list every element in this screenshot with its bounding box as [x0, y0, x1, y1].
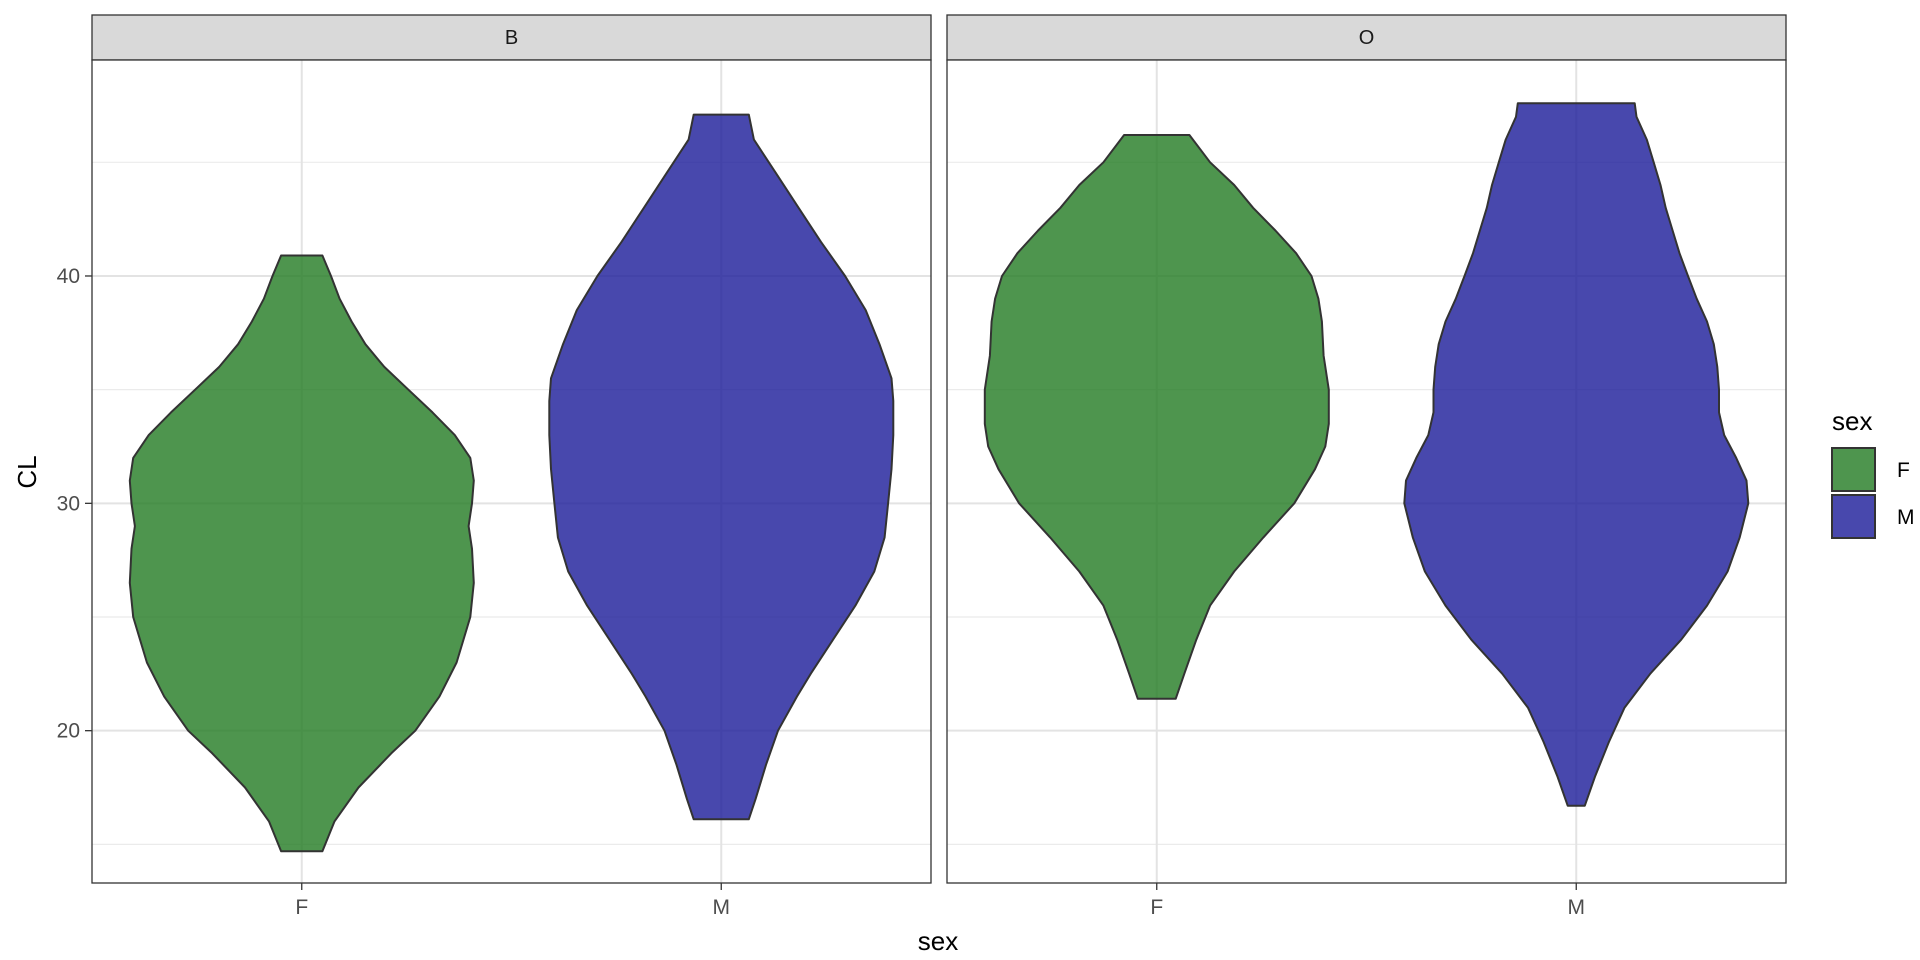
legend-label: F [1897, 459, 1910, 482]
y-tick-label: 20 [57, 720, 80, 743]
legend-item-f: F [1831, 447, 1910, 492]
x-tick-label: M [1568, 896, 1586, 919]
facet-panels: B F M O F M [91, 14, 1787, 919]
x-axis-title: sex [918, 926, 958, 956]
facet-strip [946, 14, 1787, 61]
panel-border [91, 59, 932, 884]
legend: sex FM [1831, 406, 1915, 539]
facet-strip [91, 14, 932, 61]
y-tick-label: 40 [57, 265, 80, 288]
y-axis-title: CL [12, 455, 42, 488]
y-tick-label: 30 [57, 492, 80, 515]
legend-item-m: M [1831, 494, 1915, 539]
facet-panel-o: O F M [946, 14, 1787, 919]
violin-b-m [548, 113, 895, 821]
legend-swatch [1831, 447, 1876, 492]
y-axis: 20 30 40 [57, 265, 92, 743]
facet-strip-label: O [1359, 27, 1375, 49]
x-tick-label: M [713, 896, 731, 919]
x-tick-label: F [295, 896, 308, 919]
violin-o-f [983, 134, 1330, 700]
legend-swatch [1831, 494, 1876, 539]
facet-panel-b: B F M [91, 14, 932, 919]
violin-b-f [128, 254, 475, 853]
legend-items: FM [1831, 447, 1915, 539]
x-tick-label: F [1150, 896, 1163, 919]
panel-border [946, 59, 1787, 884]
facet-strip-label: B [505, 27, 518, 49]
violin-o-m [1403, 102, 1750, 807]
legend-title: sex [1832, 406, 1872, 436]
legend-label: M [1897, 506, 1915, 529]
